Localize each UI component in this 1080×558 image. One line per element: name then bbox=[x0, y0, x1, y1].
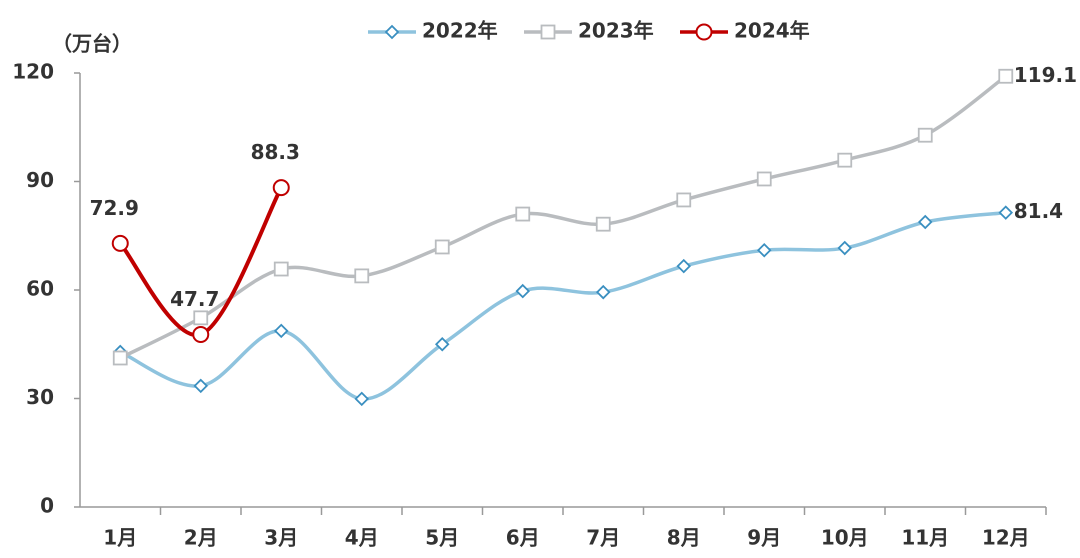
series-line bbox=[119, 210, 1006, 401]
y-axis-label: （万台） bbox=[52, 32, 132, 56]
y-tick-label: 90 bbox=[26, 168, 54, 192]
data-point bbox=[837, 240, 853, 256]
data-point bbox=[354, 391, 370, 407]
data-point bbox=[837, 152, 853, 168]
x-tick-label: 8月 bbox=[667, 526, 701, 550]
series-line bbox=[119, 74, 1007, 360]
y-tick-label: 120 bbox=[12, 60, 54, 84]
legend-label: 2023年 bbox=[578, 19, 654, 43]
x-tick-label: 10月 bbox=[821, 526, 869, 550]
data-point bbox=[111, 234, 129, 252]
x-tick-label: 7月 bbox=[586, 526, 620, 550]
data-point bbox=[273, 323, 289, 339]
legend-marker bbox=[540, 24, 556, 40]
data-point bbox=[434, 336, 450, 352]
data-point bbox=[676, 192, 692, 208]
data-point bbox=[998, 205, 1014, 220]
data-label: 119.1 bbox=[1014, 63, 1077, 87]
data-point bbox=[756, 171, 772, 187]
data-label: 88.3 bbox=[251, 140, 300, 164]
y-tick-label: 0 bbox=[40, 494, 54, 518]
legend-marker bbox=[695, 23, 713, 41]
data-point bbox=[193, 378, 209, 394]
data-point bbox=[515, 283, 531, 299]
data-point bbox=[515, 206, 531, 222]
y-tick-label: 30 bbox=[26, 385, 54, 409]
data-point bbox=[595, 216, 611, 232]
data-point bbox=[756, 242, 772, 258]
data-point bbox=[112, 350, 128, 366]
y-tick-label: 60 bbox=[26, 277, 54, 301]
x-tick-label: 4月 bbox=[345, 526, 379, 550]
legend-marker bbox=[384, 24, 400, 40]
data-point bbox=[272, 179, 290, 197]
x-tick-label: 12月 bbox=[982, 526, 1030, 550]
data-label: 72.9 bbox=[90, 196, 139, 220]
x-tick-label: 11月 bbox=[901, 526, 949, 550]
data-point bbox=[434, 239, 450, 255]
x-tick-label: 6月 bbox=[506, 526, 540, 550]
x-tick-label: 2月 bbox=[184, 526, 218, 550]
data-point bbox=[193, 310, 209, 326]
data-point bbox=[192, 325, 210, 343]
data-point bbox=[354, 268, 370, 284]
x-tick-label: 5月 bbox=[425, 526, 459, 550]
x-tick-label: 9月 bbox=[747, 526, 781, 550]
data-point bbox=[998, 68, 1014, 84]
data-point bbox=[676, 258, 692, 274]
legend-label: 2024年 bbox=[734, 19, 810, 43]
x-tick-label: 1月 bbox=[103, 526, 137, 550]
data-point bbox=[595, 284, 611, 300]
data-point bbox=[917, 127, 933, 143]
data-label: 47.7 bbox=[170, 287, 219, 311]
data-point bbox=[273, 261, 289, 277]
data-label: 81.4 bbox=[1014, 199, 1063, 223]
legend-label: 2022年 bbox=[422, 19, 498, 43]
x-tick-label: 3月 bbox=[264, 526, 298, 550]
data-point bbox=[917, 214, 933, 230]
